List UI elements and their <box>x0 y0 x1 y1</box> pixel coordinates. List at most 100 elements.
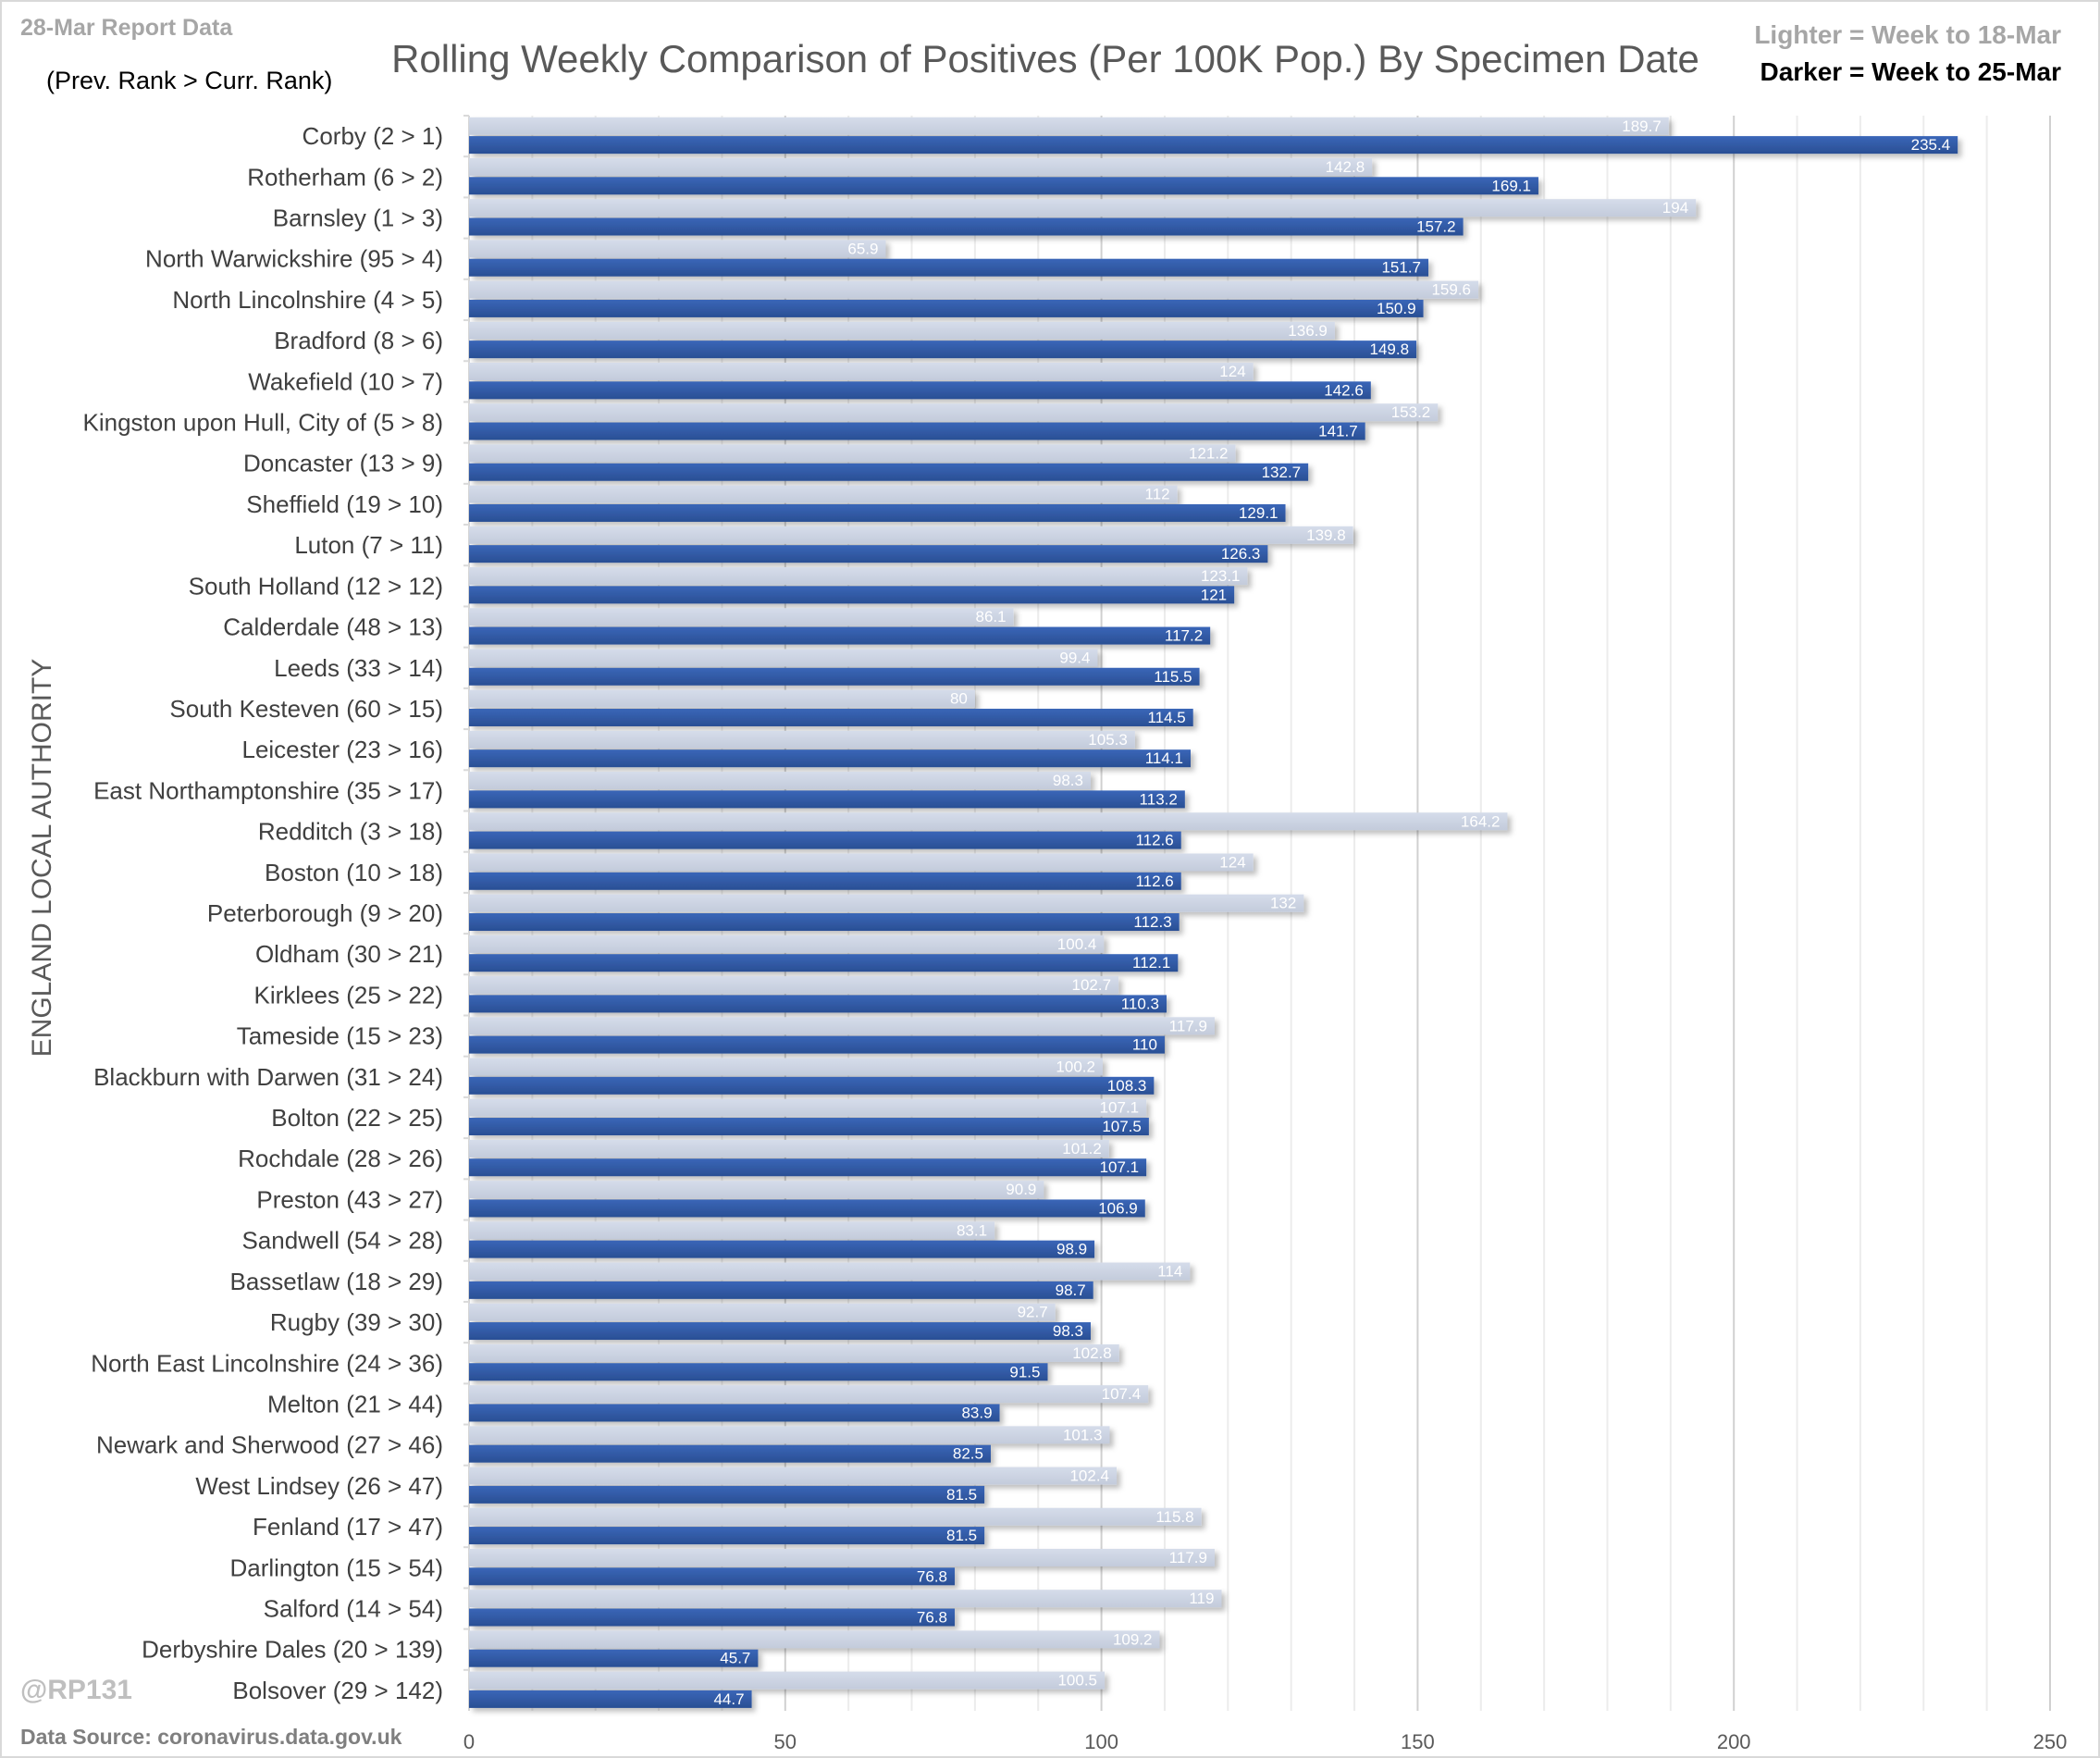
category-label: Derbyshire Dales (20 > 139) <box>142 1636 443 1664</box>
bar-lighter <box>469 894 1304 912</box>
category-label: Barnsley (1 > 3) <box>273 204 443 232</box>
data-label-lighter: 115.8 <box>1155 1508 1193 1526</box>
data-label-darker: 113.2 <box>1140 790 1178 808</box>
data-label-lighter: 83.1 <box>957 1221 987 1239</box>
category-label: North Lincolnshire (4 > 5) <box>172 286 443 314</box>
bar-lighter <box>469 280 1479 299</box>
data-label-darker: 106.9 <box>1098 1199 1138 1217</box>
bar-darker <box>469 1608 956 1627</box>
category-label: South Holland (12 > 12) <box>189 572 443 600</box>
category-label: Oldham (30 > 21) <box>255 940 443 968</box>
data-label-darker: 81.5 <box>946 1486 977 1504</box>
category-label: Bolton (22 > 25) <box>271 1104 443 1132</box>
category-label: Preston (43 > 27) <box>256 1185 443 1213</box>
data-label-darker: 112.1 <box>1132 954 1170 972</box>
data-label-lighter: 124 <box>1219 363 1245 380</box>
bar-darker <box>469 708 1193 726</box>
bar-lighter <box>469 199 1697 217</box>
bar-lighter <box>469 1017 1215 1035</box>
bar-darker <box>469 1363 1048 1381</box>
category-label: Bradford (8 > 6) <box>274 327 443 354</box>
category-label: Rugby (39 > 30) <box>270 1308 443 1336</box>
category-label: Blackburn with Darwen (31 > 24) <box>93 1063 443 1091</box>
bar-lighter <box>469 1426 1110 1444</box>
bar-lighter <box>469 526 1353 544</box>
category-label: Darlington (15 > 54) <box>229 1554 443 1581</box>
data-label-darker: 107.5 <box>1102 1118 1142 1135</box>
data-label-lighter: 123.1 <box>1201 567 1241 585</box>
x-tick-label: 100 <box>1084 1730 1118 1753</box>
bar-lighter <box>469 608 1014 626</box>
category-label: Kirklees (25 > 22) <box>254 981 443 1009</box>
category-label: Luton (7 > 11) <box>294 531 443 559</box>
data-label-lighter: 132 <box>1270 895 1296 912</box>
bar-darker <box>469 1076 1155 1095</box>
chart-title-text: Rolling Weekly Comparison of Positives (… <box>391 37 1699 80</box>
data-label-lighter: 107.1 <box>1100 1099 1140 1117</box>
bar-darker <box>469 831 1181 849</box>
x-tick-label: 250 <box>2033 1730 2068 1753</box>
category-label: Sandwell (54 > 28) <box>241 1227 443 1255</box>
bar-lighter <box>469 1262 1191 1281</box>
bar-darker <box>469 872 1181 890</box>
data-label-darker: 150.9 <box>1377 300 1416 317</box>
bar-lighter <box>469 853 1254 872</box>
bar-lighter <box>469 157 1373 176</box>
bar-darker <box>469 1444 991 1463</box>
legend-lighter: Lighter = Week to 18-Mar <box>1754 20 2061 49</box>
category-label: Peterborough (9 > 20) <box>207 899 443 927</box>
data-label-darker: 98.3 <box>1053 1322 1083 1340</box>
data-label-darker: 107.1 <box>1100 1158 1140 1176</box>
bar-lighter <box>469 730 1135 749</box>
bar-darker <box>469 667 1200 686</box>
category-label: East Northamptonshire (35 > 17) <box>93 776 443 804</box>
data-label-darker: 115.5 <box>1154 668 1192 686</box>
bar-darker <box>469 954 1179 972</box>
data-source-label: Data Source: coronavirus.data.gov.uk <box>20 1725 402 1749</box>
data-label-darker: 112.6 <box>1135 832 1173 849</box>
chart-title: Rolling Weekly Comparison of Positives (… <box>0 37 2100 81</box>
data-label-lighter: 117.9 <box>1169 1017 1207 1034</box>
category-label: South Kesteven (60 > 15) <box>169 695 443 723</box>
data-label-lighter: 65.9 <box>847 240 878 257</box>
bar-darker <box>469 545 1268 563</box>
category-label: Leeds (33 > 14) <box>274 654 443 682</box>
bar-lighter <box>469 812 1508 831</box>
data-label-darker: 141.7 <box>1318 423 1358 440</box>
bar-darker <box>469 299 1424 317</box>
category-label: North Warwickshire (95 > 4) <box>145 245 443 273</box>
bar-darker <box>469 790 1185 809</box>
category-label: Calderdale (48 > 13) <box>223 613 443 641</box>
data-label-lighter: 109.2 <box>1113 1630 1153 1648</box>
bar-darker <box>469 1527 985 1545</box>
bar-lighter <box>469 1058 1103 1076</box>
author-handle: @RP131 <box>20 1675 132 1705</box>
bar-darker <box>469 1649 759 1667</box>
bar-darker <box>469 1118 1149 1136</box>
data-label-lighter: 99.4 <box>1059 649 1090 666</box>
category-label: Doncaster (13 > 9) <box>243 450 443 477</box>
category-label: Rotherham (6 > 2) <box>247 163 443 191</box>
data-label-darker: 114.1 <box>1145 749 1183 767</box>
data-label-darker: 132.7 <box>1262 464 1302 481</box>
category-label: Rochdale (28 > 26) <box>238 1145 443 1172</box>
bar-darker <box>469 995 1167 1013</box>
data-label-darker: 44.7 <box>713 1690 744 1708</box>
data-label-lighter: 80 <box>950 690 968 708</box>
data-label-darker: 45.7 <box>720 1650 750 1667</box>
data-label-lighter: 112 <box>1145 486 1170 503</box>
data-label-lighter: 100.4 <box>1057 935 1097 953</box>
x-tick-label: 150 <box>1401 1730 1435 1753</box>
bar-lighter <box>469 1507 1202 1526</box>
category-label: Sheffield (19 > 10) <box>246 490 443 518</box>
bar-darker <box>469 1567 956 1586</box>
category-label: Redditch (3 > 18) <box>258 818 443 846</box>
data-label-darker: 82.5 <box>953 1445 983 1463</box>
data-label-lighter: 86.1 <box>975 608 1006 625</box>
data-label-darker: 169.1 <box>1491 177 1531 194</box>
bar-darker <box>469 340 1417 359</box>
category-label: Boston (10 > 18) <box>265 859 443 886</box>
bar-lighter <box>469 1303 1056 1321</box>
bar-lighter <box>469 1630 1160 1649</box>
bar-lighter <box>469 1590 1222 1608</box>
